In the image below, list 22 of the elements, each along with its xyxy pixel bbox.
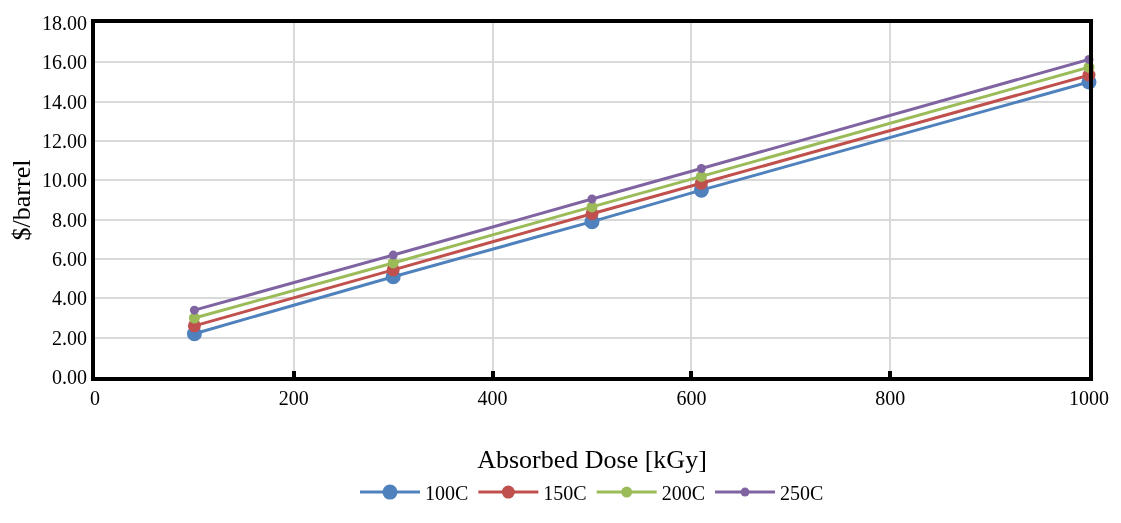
x-tick-label: 0 bbox=[90, 387, 100, 409]
y-tick-label: 18.00 bbox=[42, 12, 87, 34]
legend-label: 150C bbox=[543, 481, 587, 504]
y-tick-label: 0.00 bbox=[52, 366, 87, 388]
legend-label: 100C bbox=[425, 481, 469, 504]
x-tick-label: 600 bbox=[676, 387, 707, 409]
x-axis-title: Absorbed Dose [kGy] bbox=[477, 445, 707, 474]
y-tick-label: 8.00 bbox=[52, 208, 87, 231]
x-tick-label: 800 bbox=[875, 387, 906, 409]
legend-label: 250C bbox=[780, 481, 824, 504]
y-tick-label: 4.00 bbox=[52, 287, 87, 310]
y-axis-title: $/barrel bbox=[7, 159, 36, 241]
x-tick-label: 200 bbox=[278, 387, 309, 409]
y-tick-label: 14.00 bbox=[42, 90, 87, 113]
y-tick-label: 10.00 bbox=[42, 169, 87, 192]
y-tick-label: 6.00 bbox=[52, 248, 87, 270]
y-tick-label: 2.00 bbox=[52, 326, 87, 349]
y-tick-label: 16.00 bbox=[42, 51, 87, 74]
legend-label: 200C bbox=[661, 481, 706, 504]
x-tick-label: 400 bbox=[477, 387, 508, 409]
y-tick-label: 12.00 bbox=[42, 130, 87, 152]
x-tick-label: 1000 bbox=[1069, 387, 1109, 409]
